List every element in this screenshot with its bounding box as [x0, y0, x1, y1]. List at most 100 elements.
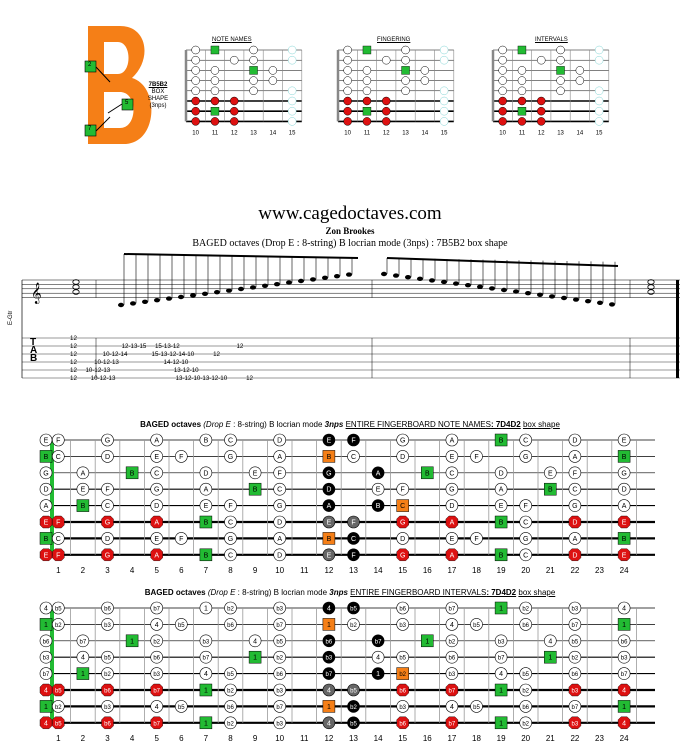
svg-text:b7: b7: [153, 607, 160, 613]
svg-text:b5: b5: [522, 672, 529, 678]
notes-note-s6-f20: C: [519, 515, 533, 529]
notes-fret-number: 4: [130, 566, 135, 575]
staff-note: [537, 292, 543, 297]
mini-fingering-dot: [401, 76, 410, 85]
mini-fingering-fret-number: 10: [344, 130, 351, 136]
author: Zon Brookes: [325, 226, 375, 236]
svg-text:E: E: [622, 552, 627, 559]
svg-text:G: G: [277, 503, 282, 510]
svg-text:4: 4: [155, 622, 159, 629]
staff-note: [513, 289, 519, 294]
mini-fingering-dot: [439, 45, 449, 55]
notes-note-s3-f12: G: [322, 466, 336, 480]
intervals-fret-number: 16: [423, 734, 432, 743]
intervals-note-s5-f3: b2: [101, 667, 114, 680]
notes-note-s2-f6: F: [175, 450, 188, 463]
intervals-note-s2-f3: b3: [101, 618, 114, 631]
svg-text:A: A: [450, 438, 455, 445]
svg-text:b7: b7: [153, 721, 160, 727]
notes-note-s3-f21: E: [543, 466, 557, 480]
svg-text:E: E: [327, 520, 332, 527]
intervals-fret-number: 13: [349, 734, 358, 743]
mini-notes-fret-number: 13: [250, 130, 257, 136]
svg-text:G: G: [523, 536, 528, 543]
svg-text:1: 1: [548, 655, 552, 662]
intervals-note-s7-f5: 4: [150, 700, 163, 713]
notes-fret-number: 7: [204, 566, 209, 575]
notes-note-s5-f8: F: [224, 499, 237, 512]
fretboard-note-names: E F G A B C D E F G A B C D EB C D E F G A B C D E F G A BG A B C D E F G A B…: [39, 433, 655, 575]
mini-notes-dot: [191, 86, 200, 96]
intervals-fret-number: 6: [179, 734, 184, 743]
svg-text:E: E: [327, 438, 332, 445]
intervals-note-s4-f5: b6: [150, 650, 163, 664]
intervals-note-s8-f3: b6: [101, 716, 114, 730]
intervals-note-s2-f22: b7: [568, 618, 582, 631]
intervals-note-s6-f12: 4: [322, 683, 336, 697]
notes-note-s5-f15: C: [396, 499, 409, 512]
mini-intervals-dot: [498, 106, 507, 116]
svg-text:b3: b3: [43, 656, 50, 662]
intervals-note-s3-open: b6: [39, 634, 53, 648]
beam: [123, 253, 359, 259]
notes-note-s7-f6: F: [175, 532, 188, 545]
intervals-note-s5-f17: b3: [445, 667, 459, 680]
intervals-note-s4-f24: b3: [617, 650, 631, 664]
svg-text:C: C: [351, 536, 356, 543]
svg-text:4: 4: [44, 606, 48, 613]
intervals-note-s5-f15: b2: [396, 667, 409, 680]
notes-note-s2-f5: E: [150, 450, 163, 463]
intervals-fret-number: 22: [570, 734, 579, 743]
svg-text:4: 4: [450, 622, 454, 629]
svg-text:b3: b3: [326, 656, 333, 662]
svg-text:D: D: [400, 536, 405, 543]
svg-text:b7: b7: [572, 705, 579, 711]
notes-note-s4-f22: C: [568, 482, 582, 496]
notes-note-s7-f22: A: [568, 532, 582, 545]
tab-row: 12 12-13-15 15-13-12 12: [70, 343, 244, 350]
intervals-note-s6-f5: b7: [150, 683, 163, 697]
svg-text:G: G: [105, 520, 110, 527]
intervals-note-s6-f22: b3: [568, 683, 582, 697]
mini-notes-fret-number: 12: [231, 130, 238, 136]
svg-text:G: G: [105, 438, 110, 445]
staff-note: [274, 282, 280, 287]
svg-text:4: 4: [376, 655, 380, 662]
intervals-note-s2-open: 1: [39, 618, 53, 631]
mini-notes-dot: [230, 96, 239, 106]
notes-note-s1-f7: B: [199, 433, 213, 447]
box-shape-line-2: BOX: [151, 89, 165, 95]
notes-note-s8-open: E: [39, 548, 53, 562]
notes-note-s3-f22: F: [568, 466, 582, 480]
site-title[interactable]: www.cagedoctaves.com: [258, 203, 442, 224]
mini-intervals-dot: [498, 86, 507, 96]
tab-letter-T: T: [30, 337, 36, 348]
notes-note-s6-f7: B: [199, 515, 213, 529]
notes-fret-number: 8: [228, 566, 233, 575]
staff-note: [250, 285, 256, 290]
mini-notes-fret-number: 15: [289, 130, 296, 136]
svg-text:b2: b2: [449, 639, 456, 645]
mini-notes-dot: [191, 106, 200, 116]
mini-fingering-dot: [382, 106, 391, 116]
notes-note-s3-f9: E: [248, 466, 262, 480]
intervals-note-s4-f22: b2: [568, 650, 582, 664]
mini-intervals-dot: [594, 96, 604, 106]
svg-text:b2: b2: [276, 656, 283, 662]
notes-note-s5-f10: G: [273, 499, 287, 512]
mini-notes-dot: [191, 55, 200, 65]
svg-text:E: E: [204, 503, 209, 510]
notes-note-s4-f19: A: [494, 482, 508, 496]
notes-fret-number: 11: [300, 566, 309, 575]
chord-note: [72, 284, 80, 290]
intervals-note-s1-f15: b6: [396, 601, 410, 615]
svg-text:b7: b7: [449, 689, 456, 695]
svg-text:b5: b5: [55, 689, 62, 695]
tab-row: 12: [70, 335, 77, 342]
svg-text:4: 4: [327, 720, 331, 727]
notes-note-s5-f24: A: [617, 499, 631, 512]
tab-row: 12 10-12-13 13-12-10-13-12-10 12: [70, 375, 254, 380]
svg-text:b6: b6: [399, 689, 406, 695]
svg-text:D: D: [449, 503, 454, 510]
svg-text:C: C: [277, 487, 282, 494]
